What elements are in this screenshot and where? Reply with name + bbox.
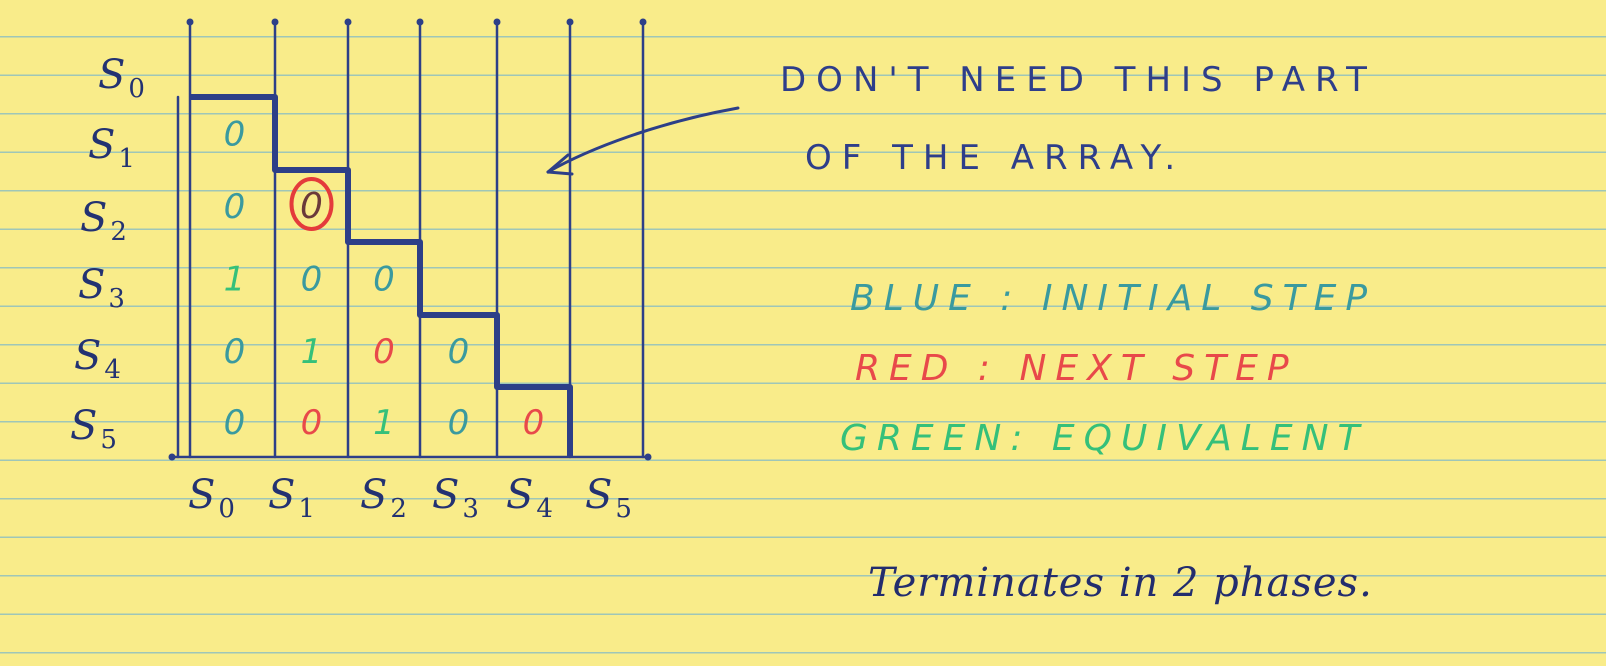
array-cell-value: 0 xyxy=(224,403,246,443)
circle-highlight-icon xyxy=(289,177,334,231)
grid-top-dot xyxy=(186,18,194,26)
row-label-symbol: S xyxy=(78,262,106,308)
column-label-subscript: 0 xyxy=(218,494,235,524)
array-cell-value: 0 xyxy=(301,260,323,300)
array-cell-value: 0 xyxy=(301,403,323,443)
array-cell-value: 1 xyxy=(301,332,323,372)
column-label-symbol: S xyxy=(268,472,296,518)
row-label-symbol: S xyxy=(70,403,98,449)
array-cell-value: 0 xyxy=(224,332,246,372)
grid-bottom-dot xyxy=(644,453,652,461)
grid-top-dot xyxy=(493,18,501,26)
array-cells: 0 0 0 1 0 0 0 1 0 0 0 0 1 0 0 xyxy=(224,115,545,444)
array-cell-value: 0 xyxy=(448,403,470,443)
array-cell-value: 0 xyxy=(373,332,395,372)
row-label-subscript: 3 xyxy=(108,284,125,314)
legend-red: RED : NEXT STEP xyxy=(855,348,1298,389)
array-grid xyxy=(168,18,652,461)
column-label-symbol: S xyxy=(506,472,534,518)
annotation-note-line1: DON'T NEED THIS PART xyxy=(780,60,1377,100)
array-cell-value: 0 xyxy=(448,332,470,372)
row-label-symbol: S xyxy=(74,333,102,379)
grid-top-dot xyxy=(344,18,352,26)
legend-green: GREEN: EQUIVALENT xyxy=(840,418,1369,459)
row-label-subscript: 0 xyxy=(128,74,145,104)
column-label-subscript: 2 xyxy=(390,494,407,524)
column-label-symbol: S xyxy=(432,472,460,518)
array-cell-value: 0 xyxy=(224,115,246,155)
column-label-subscript: 1 xyxy=(298,494,315,524)
array-cell-value: 0 xyxy=(224,187,246,227)
arrow-icon xyxy=(546,106,740,174)
arrowhead-icon xyxy=(546,153,574,176)
row-label-subscript: 5 xyxy=(100,425,117,455)
grid-top-dot xyxy=(639,18,647,26)
row-label-symbol: S xyxy=(98,52,126,98)
column-label-symbol: S xyxy=(360,472,388,518)
column-label-subscript: 3 xyxy=(462,494,479,524)
row-label-subscript: 1 xyxy=(118,144,135,174)
array-cell-value: 0 xyxy=(300,186,323,227)
annotation-note-line2: OF THE ARRAY. xyxy=(805,138,1186,178)
array-cell-value: 0 xyxy=(523,403,545,443)
array-cell-value: 1 xyxy=(373,403,395,443)
staircase-boundary xyxy=(190,94,573,457)
row-label-subscript: 4 xyxy=(104,355,121,385)
array-cell-value: 1 xyxy=(224,260,246,300)
legend-blue: BLUE : INITIAL STEP xyxy=(850,278,1377,319)
column-label-symbol: S xyxy=(585,472,613,518)
row-label-subscript: 2 xyxy=(110,217,127,247)
row-label-symbol: S xyxy=(88,122,116,168)
column-label-symbol: S xyxy=(188,472,216,518)
column-label-subscript: 5 xyxy=(615,494,632,524)
grid-top-dot xyxy=(416,18,424,26)
grid-top-dot xyxy=(271,18,279,26)
termination-note: Terminates in 2 phases. xyxy=(868,560,1373,606)
array-cell-value: 0 xyxy=(373,260,395,300)
column-label-subscript: 4 xyxy=(536,494,553,524)
grid-bottom-dot xyxy=(168,453,176,461)
row-label-symbol: S xyxy=(80,195,108,241)
grid-top-dot xyxy=(566,18,574,26)
